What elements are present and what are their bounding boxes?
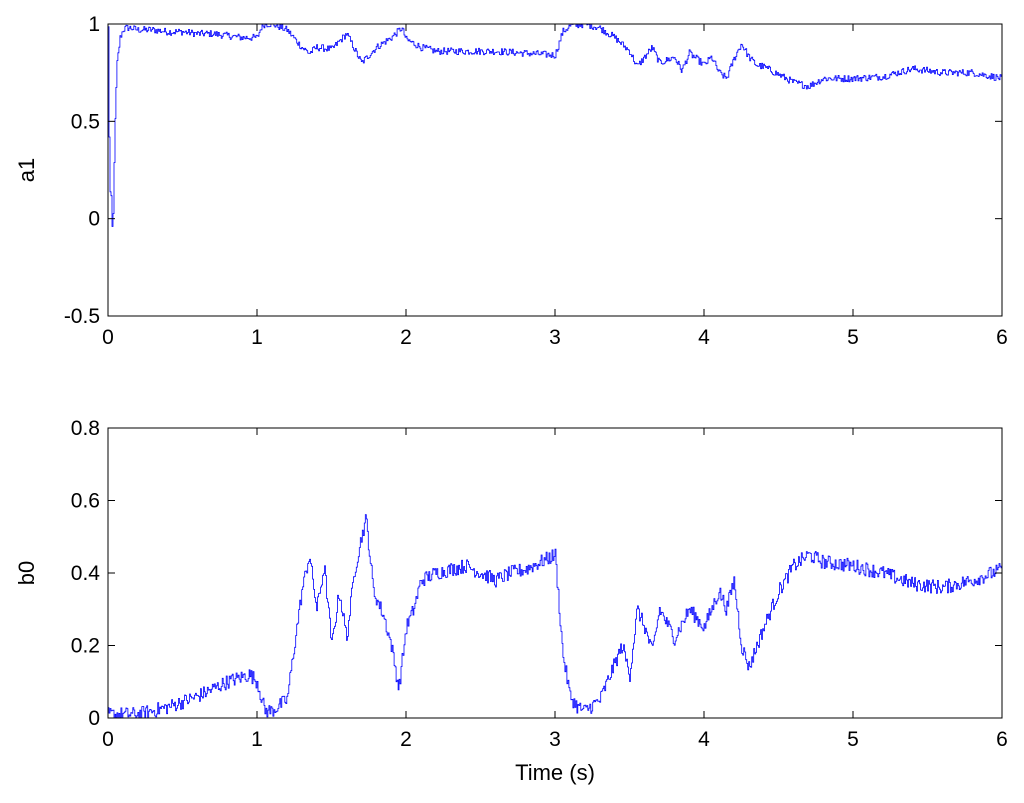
b0-series-line: [108, 514, 1003, 719]
b0-x-axis-label: Time (s): [515, 760, 595, 785]
a1-x-tick-label-6: 6: [996, 326, 1008, 349]
b0-x-tick-label-3: 3: [549, 728, 561, 751]
b0-y-tick-label-0.6: 0.6: [71, 490, 100, 513]
a1-x-tick-label-4: 4: [698, 326, 710, 349]
b0-y-tick-label-0.2: 0.2: [71, 635, 100, 658]
a1-x-tick-label-5: 5: [847, 326, 859, 349]
a1-y-tick-label-1: 1: [88, 13, 100, 36]
a1-x-tick-label-2: 2: [400, 326, 412, 349]
b0-x-tick-label-2: 2: [400, 728, 412, 751]
subplot-b0: 0 1 2 3 4 5 6 0 0.2 0.4 0.6 0.8 b0 Time (s): [14, 417, 1008, 785]
b0-x-tick-label-4: 4: [698, 728, 710, 751]
a1-series-line: [108, 23, 1003, 227]
a1-y-tick-label-0.5: 0.5: [71, 110, 100, 133]
a1-y-axis-label: a1: [14, 158, 39, 182]
a1-y-tick-label--0.5: -0.5: [64, 305, 100, 328]
b0-x-tick-label-1: 1: [251, 728, 263, 751]
b0-x-tick-label-0: 0: [102, 728, 114, 751]
a1-trace-layer: [108, 23, 1003, 227]
b0-y-axis-label: b0: [14, 561, 39, 585]
a1-ticks: 0 1 2 3 4 5 6-0.500.51: [64, 13, 1008, 349]
subplot-a1: 0 1 2 3 4 5 6-0.500.51 a1: [14, 13, 1008, 349]
b0-y-tick-label-0: 0: [88, 707, 100, 730]
b0-trace-layer: [108, 514, 1003, 719]
b0-x-tick-label-5: 5: [847, 728, 859, 751]
b0-ticks: 0 1 2 3 4 5 6 0 0.2 0.4 0.6 0.8: [71, 417, 1008, 751]
b0-y-tick-label-0.4: 0.4: [71, 562, 101, 585]
a1-x-tick-label-3: 3: [549, 326, 561, 349]
a1-x-tick-label-1: 1: [251, 326, 263, 349]
a1-x-tick-label-0: 0: [102, 326, 114, 349]
b0-y-tick-label-0.8: 0.8: [71, 417, 100, 440]
a1-y-tick-label-0: 0: [88, 208, 100, 231]
b0-x-tick-label-6: 6: [996, 728, 1008, 751]
